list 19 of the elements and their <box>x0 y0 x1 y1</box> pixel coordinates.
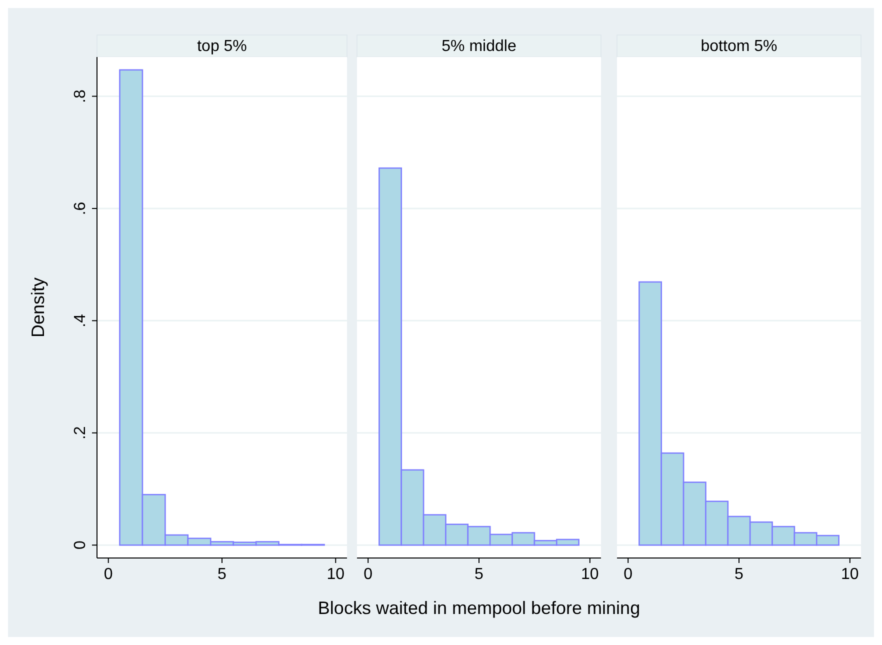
x-tick-label: 0 <box>104 566 113 583</box>
y-axis-title: Density <box>28 277 48 338</box>
x-tick-label: 10 <box>841 566 859 583</box>
x-tick-label: 5 <box>734 566 744 583</box>
y-tick-label: .8 <box>72 90 89 103</box>
y-tick-label: .4 <box>72 314 89 328</box>
x-tick-label: 10 <box>326 566 345 583</box>
x-tick-label: 10 <box>581 566 599 583</box>
y-tick-label: .6 <box>72 202 89 216</box>
x-tick-label: 0 <box>624 566 633 583</box>
chart-title: bottom 5% <box>700 38 778 55</box>
y-tick-label: 0 <box>72 540 89 550</box>
chart-title: top 5% <box>197 38 247 55</box>
x-axis-title: Blocks waited in mempool before mining <box>318 598 640 618</box>
x-tick-label: 0 <box>364 566 373 583</box>
x-tick-label: 5 <box>218 566 227 583</box>
y-tick-label: .2 <box>72 426 89 440</box>
chart-title: 5% middle <box>442 38 516 55</box>
x-tick-label: 5 <box>474 566 484 583</box>
